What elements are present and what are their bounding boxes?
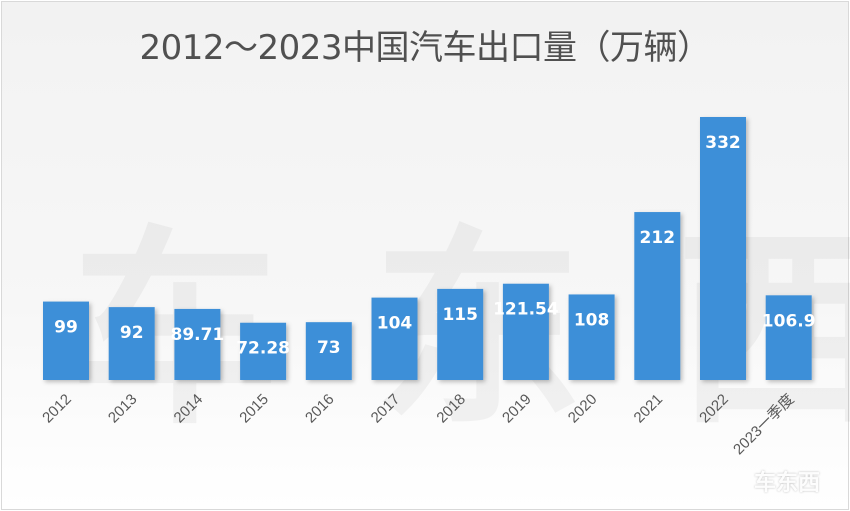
bar-2013 [108, 307, 155, 380]
data-label: 89.71 [171, 325, 225, 345]
x-tick-label: 2015 [236, 391, 272, 427]
bar-2023一季度 [765, 295, 812, 380]
bar-2017 [371, 297, 418, 380]
x-tick-label: 2012 [39, 391, 75, 427]
bar-2019 [502, 283, 549, 380]
x-tick-label: 2020 [565, 391, 601, 427]
data-label: 332 [705, 133, 741, 153]
data-label: 72.28 [236, 339, 290, 359]
chart-title: 2012～2023中国汽车出口量（万辆） [139, 28, 711, 68]
bar-2016 [305, 322, 352, 380]
bar-2012 [43, 301, 89, 380]
data-label: 121.54 [493, 300, 559, 320]
corner-logo: 车东西 [753, 471, 820, 496]
data-label: 108 [574, 310, 610, 330]
x-tick-label: 2023一季度 [730, 391, 797, 458]
data-label: 99 [54, 318, 78, 338]
x-tick-label: 2019 [499, 391, 535, 427]
x-tick-label: 2013 [105, 391, 141, 427]
x-tick-label: 2021 [631, 391, 667, 427]
data-label: 92 [120, 323, 144, 343]
bar-2021 [634, 212, 681, 380]
data-label: 73 [317, 338, 341, 358]
bar-2014 [174, 308, 221, 380]
x-tick-label: 2017 [368, 391, 404, 427]
x-tick-label: 2014 [171, 391, 207, 427]
data-label: 115 [442, 305, 478, 325]
x-tick-label: 2018 [433, 391, 469, 427]
data-label: 106.9 [762, 311, 816, 331]
bar-2020 [568, 294, 615, 380]
bar-2022 [700, 117, 746, 380]
data-label: 212 [640, 228, 676, 248]
bar-2018 [437, 288, 484, 380]
x-tick-label: 2016 [302, 391, 338, 427]
data-label: 104 [377, 314, 413, 334]
bar-2015 [240, 322, 287, 380]
x-tick-label: 2022 [696, 391, 732, 427]
